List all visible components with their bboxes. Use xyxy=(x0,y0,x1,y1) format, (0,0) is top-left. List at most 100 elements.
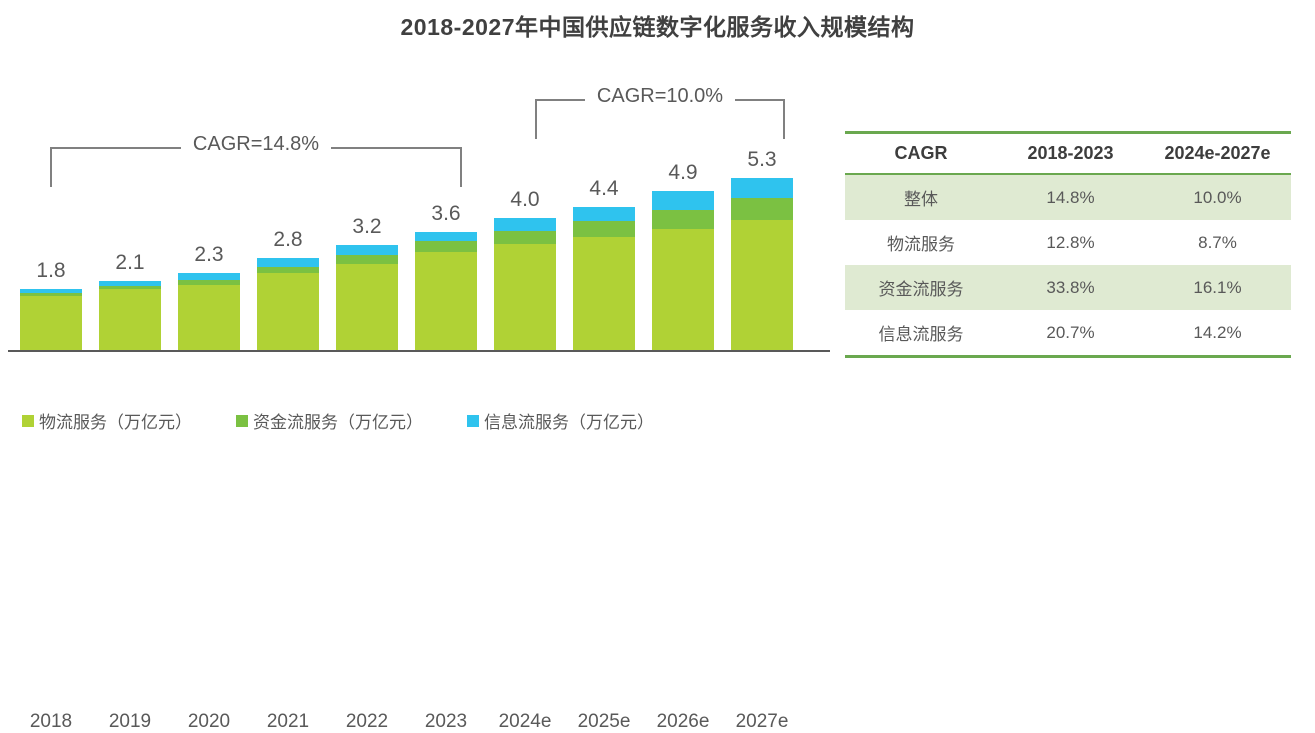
legend-swatch-icon xyxy=(236,414,248,427)
bar-segment-information-flow xyxy=(731,178,793,198)
bar-stack xyxy=(20,289,82,350)
bar-value-label: 3.6 xyxy=(431,202,461,225)
x-axis-label-2019: 2019 xyxy=(108,711,152,732)
x-axis-label-2024e: 2024e xyxy=(498,711,552,732)
bar-value-label: 2.1 xyxy=(115,251,145,274)
legend-swatch-icon xyxy=(467,414,479,427)
x-axis-label-2018: 2018 xyxy=(29,711,73,732)
bar-segment-logistics xyxy=(178,285,240,350)
bar-value-label: 2.8 xyxy=(273,228,303,251)
bar-stack xyxy=(336,245,398,350)
bar-segment-information-flow xyxy=(178,273,240,280)
bar-segment-capital-flow xyxy=(336,255,398,264)
table-cell-2: 10.0% xyxy=(1144,174,1291,220)
chart-legend: 物流服务（万亿元） 资金流服务（万亿元） 信息流服务（万亿元） xyxy=(22,408,698,433)
bar-segment-capital-flow xyxy=(573,221,635,237)
table-cell-0: 信息流服务 xyxy=(878,325,964,344)
bar-segment-logistics xyxy=(652,229,714,350)
bar-segment-logistics xyxy=(415,252,477,350)
bar-value-label: 1.8 xyxy=(36,259,66,282)
bar-segment-capital-flow xyxy=(415,241,477,252)
bar-value-label: 4.4 xyxy=(589,177,619,200)
x-axis-label-2022: 2022 xyxy=(345,711,389,732)
legend-label: 信息流服务（万亿元） xyxy=(484,413,654,432)
bar-segment-capital-flow xyxy=(178,280,240,285)
table-cell-1: 20.7% xyxy=(1046,322,1095,342)
table-header-cell-0: CAGR xyxy=(845,132,997,175)
table-cell-2: 14.2% xyxy=(1193,322,1242,342)
bracket-left-tick xyxy=(50,147,52,187)
legend-swatch-icon xyxy=(22,414,34,427)
x-axis-line xyxy=(8,350,830,352)
legend-label: 物流服务（万亿元） xyxy=(39,413,192,432)
bar-stack xyxy=(494,218,556,350)
table-cell-0: 资金流服务 xyxy=(845,265,997,310)
bar-segment-logistics xyxy=(99,289,161,350)
bar-segment-logistics xyxy=(20,296,82,350)
bar-segment-information-flow xyxy=(494,218,556,231)
bar-value-label: 4.9 xyxy=(668,161,698,184)
table-header-cell-2: 2024e-2027e xyxy=(1144,132,1291,175)
bar-segment-logistics xyxy=(731,220,793,350)
bar-stack xyxy=(178,273,240,350)
bracket-top-left xyxy=(535,99,585,101)
table-cell-0: 物流服务 xyxy=(887,235,955,254)
bar-segment-capital-flow xyxy=(20,293,82,296)
table-row: 信息流服务 20.7% 14.2% xyxy=(845,310,1291,357)
bar-value-label: 2.3 xyxy=(194,243,224,266)
table-header-row: CAGR 2018-2023 2024e-2027e xyxy=(845,132,1291,175)
bracket-right-tick xyxy=(783,99,785,139)
bar-segment-logistics xyxy=(494,244,556,350)
table-row: 整体 14.8% 10.0% xyxy=(845,174,1291,220)
x-axis-label-2021: 2021 xyxy=(266,711,310,732)
x-axis-label-2026e: 2026e xyxy=(656,711,710,732)
x-axis-label-2025e: 2025e xyxy=(577,711,631,732)
bar-segment-capital-flow xyxy=(731,198,793,220)
bracket-left-tick xyxy=(535,99,537,139)
bracket-right-tick xyxy=(460,147,462,187)
cagr-table: CAGR 2018-2023 2024e-2027e 整体 14.8% 10.0% 物… xyxy=(845,131,1291,358)
table-cell-0: 整体 xyxy=(845,174,997,220)
bar-segment-capital-flow xyxy=(99,286,161,289)
bar-segment-information-flow xyxy=(99,281,161,286)
bar-segment-information-flow xyxy=(336,245,398,255)
bar-segment-logistics xyxy=(336,264,398,350)
bar-segment-information-flow xyxy=(573,207,635,221)
bar-value-label: 4.0 xyxy=(510,188,540,211)
bar-stack xyxy=(573,207,635,350)
legend-label: 资金流服务（万亿元） xyxy=(253,413,423,432)
x-axis-label-2020: 2020 xyxy=(187,711,231,732)
x-axis-label-2023: 2023 xyxy=(424,711,468,732)
table-cell-1: 33.8% xyxy=(997,265,1144,310)
bar-stack xyxy=(99,281,161,350)
x-axis-label-2027e: 2027e xyxy=(735,711,789,732)
legend-item-2[interactable]: 资金流服务（万亿元） xyxy=(236,408,423,433)
bracket-top-left xyxy=(50,147,181,149)
bar-segment-information-flow xyxy=(652,191,714,210)
bar-stack xyxy=(415,232,477,350)
legend-item-3[interactable]: 信息流服务（万亿元） xyxy=(467,408,654,433)
bar-segment-information-flow xyxy=(20,289,82,293)
table-cell-1: 12.8% xyxy=(1046,232,1095,252)
table-cell-1: 14.8% xyxy=(997,174,1144,220)
bar-chart-plot-area: 1.8 2018 2.1 2019 2.3 2020 2.8 2021 3.2 2022 3.6 20… xyxy=(0,0,840,732)
bar-segment-logistics xyxy=(573,237,635,350)
table-header-cell-1: 2018-2023 xyxy=(997,132,1144,175)
cagr-annotation-label: CAGR=10.0% xyxy=(596,85,724,107)
page-title: 2018-2027年中国供应链数字化服务收入规模结构 xyxy=(400,14,915,40)
bar-segment-capital-flow xyxy=(494,231,556,244)
cagr-annotation-label: CAGR=14.8% xyxy=(192,133,320,155)
bar-segment-information-flow xyxy=(415,232,477,241)
bracket-top-right xyxy=(735,99,785,101)
table-body: 整体 14.8% 10.0% 物流服务 12.8% 8.7% 资金流服务 33.8% 16.1%… xyxy=(845,174,1291,357)
bar-segment-capital-flow xyxy=(652,210,714,229)
table-cell-2: 16.1% xyxy=(1144,265,1291,310)
bar-stack xyxy=(731,178,793,350)
bar-segment-logistics xyxy=(257,273,319,350)
bar-segment-information-flow xyxy=(257,258,319,267)
legend-item-1[interactable]: 物流服务（万亿元） xyxy=(22,408,192,433)
bar-value-label: 5.3 xyxy=(747,148,777,171)
bar-stack xyxy=(257,258,319,350)
bracket-top-right xyxy=(331,147,462,149)
table-row: 资金流服务 33.8% 16.1% xyxy=(845,265,1291,310)
